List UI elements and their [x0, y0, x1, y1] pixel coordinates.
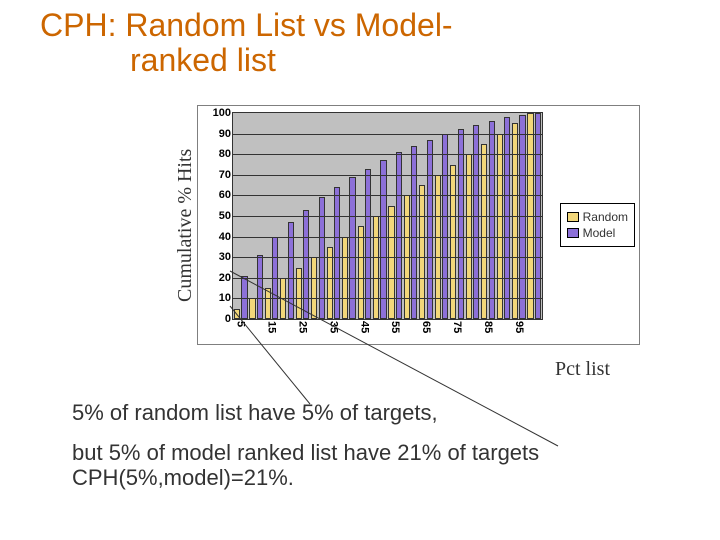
legend-label: Random	[583, 210, 628, 224]
legend-item: Random	[567, 210, 628, 224]
bar-random	[373, 216, 379, 319]
bar-random	[481, 144, 487, 319]
y-tick: 90	[219, 128, 233, 140]
bar-random	[358, 226, 364, 319]
bar-random	[311, 257, 317, 319]
grid-line	[233, 134, 542, 135]
y-tick: 0	[225, 313, 233, 325]
bar-random	[435, 175, 441, 319]
x-tick: 95	[513, 319, 525, 333]
x-tick: 75	[451, 319, 463, 333]
grid-line	[233, 257, 542, 258]
y-tick: 30	[219, 251, 233, 263]
bar-model	[257, 255, 263, 319]
y-tick: 100	[213, 107, 233, 119]
bar-model	[411, 146, 417, 319]
bar-random	[497, 134, 503, 319]
legend-swatch	[567, 228, 579, 238]
bar-model	[504, 117, 510, 319]
slide-title: CPH: Random List vs Model- ranked list	[40, 8, 600, 78]
x-tick: 85	[482, 319, 494, 333]
bar-model	[365, 169, 371, 319]
title-line-1: CPH: Random List vs Model-	[40, 7, 453, 43]
legend-swatch	[567, 212, 579, 222]
caption-line-1: 5% of random list have 5% of targets,	[72, 400, 672, 425]
grid-line	[233, 298, 542, 299]
caption-line-2: but 5% of model ranked list have 21% of …	[72, 440, 672, 491]
chart-area: Cumulative % Hits 0 10 20 30 40 50 60 70 80 90 100…	[170, 105, 640, 345]
x-tick: 65	[420, 319, 432, 333]
x-tick: 25	[297, 319, 309, 333]
x-tick: 55	[389, 319, 401, 333]
bar-model	[380, 160, 386, 319]
y-tick: 50	[219, 210, 233, 222]
y-tick: 20	[219, 272, 233, 284]
bar-random	[450, 165, 456, 320]
bar-random	[512, 123, 518, 319]
bar-random	[249, 298, 255, 319]
x-tick: 45	[358, 319, 370, 333]
bar-model	[396, 152, 402, 319]
grid-line	[233, 175, 542, 176]
bar-model	[458, 129, 464, 319]
bar-model	[442, 134, 448, 319]
bar-model	[519, 115, 525, 319]
x-tick: 35	[327, 319, 339, 333]
bar-model	[489, 121, 495, 319]
bar-random	[234, 309, 240, 319]
y-tick: 10	[219, 292, 233, 304]
plot-region: 0102030405060708090100515253545556575859…	[232, 112, 543, 320]
bar-random	[296, 268, 302, 320]
grid-line	[233, 278, 542, 279]
legend-label: Model	[583, 226, 616, 240]
bar-model	[241, 276, 247, 319]
legend-item: Model	[567, 226, 628, 240]
x-tick: 15	[266, 319, 278, 333]
x-tick: 5	[235, 319, 247, 327]
x-axis-label: Pct list	[555, 358, 610, 381]
grid-line	[233, 216, 542, 217]
chart-box: 0 10 20 30 40 50 60 70 80 90 100 5 15 25 35 45 55 65 75 85 9…	[197, 105, 640, 345]
legend: Random Model	[560, 203, 635, 247]
title-line-2: ranked list	[40, 42, 276, 78]
y-tick: 40	[219, 231, 233, 243]
bar-model	[427, 140, 433, 319]
y-tick: 70	[219, 169, 233, 181]
bar-random	[265, 288, 271, 319]
grid-line	[233, 195, 542, 196]
bar-model	[303, 210, 309, 319]
grid-line	[233, 237, 542, 238]
y-tick: 60	[219, 189, 233, 201]
grid-line	[233, 154, 542, 155]
bar-random	[388, 206, 394, 319]
y-tick: 80	[219, 148, 233, 160]
y-axis-label: Cumulative % Hits	[170, 105, 197, 345]
